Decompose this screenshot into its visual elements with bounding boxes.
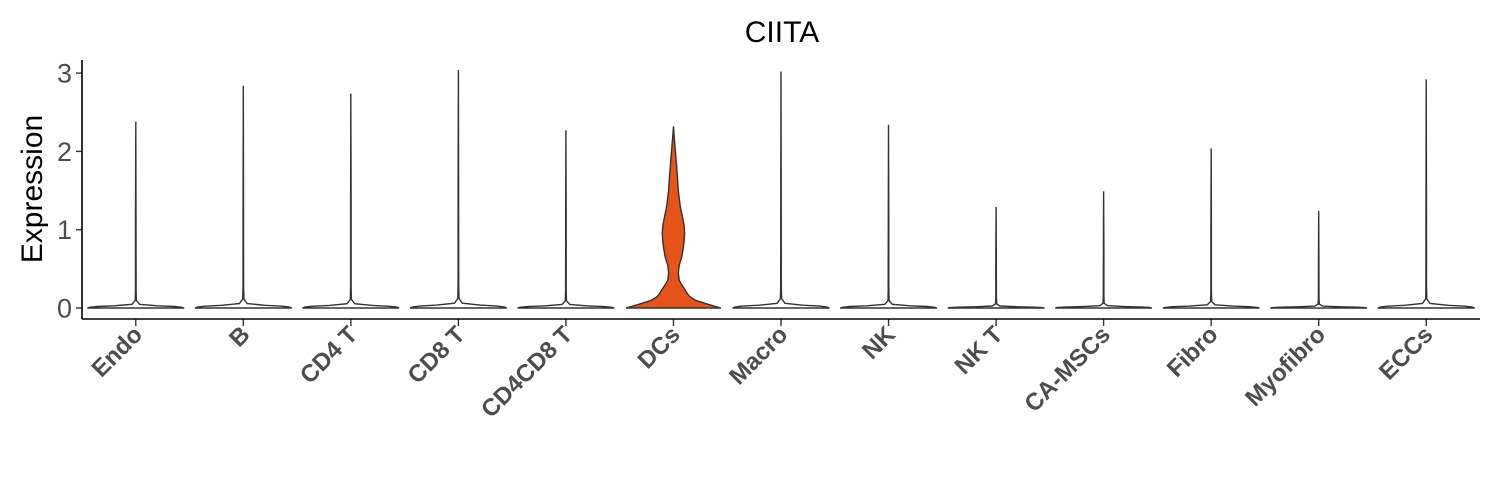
x-tick-label: Macro (724, 321, 793, 390)
y-axis-label: Expression (16, 115, 49, 263)
y-tick-label: 3 (57, 59, 72, 89)
y-tick-label: 1 (57, 215, 72, 245)
violin-nk-t (947, 206, 1045, 309)
x-tick-label: Endo (87, 321, 149, 383)
violin-myofibro (1270, 210, 1368, 309)
x-tick-label: NK (857, 321, 901, 365)
x-axis-ticks: Endo B CD4 T CD8 T CD4CD8 T DCs Macro NK NK T CA-… (87, 319, 1438, 423)
x-tick-label: CD4 T (295, 321, 363, 389)
violin-nk (839, 124, 938, 309)
x-tick-label: CA-MSCs (1019, 321, 1115, 417)
violin-fibro (1162, 148, 1260, 309)
y-tick-label: 2 (57, 137, 72, 167)
violin-cd8-t (409, 69, 508, 309)
chart-title: CIITA (745, 16, 819, 49)
y-tick-label: 0 (57, 294, 72, 324)
x-tick-label: ECCs (1374, 321, 1438, 385)
violin-endo (87, 121, 185, 309)
x-tick-label: CD4CD8 T (476, 321, 578, 423)
y-axis-ticks: 0 1 2 3 (57, 59, 82, 324)
violin-eccs (1377, 79, 1475, 309)
x-tick-label: Fibro (1162, 321, 1224, 383)
violin-dcs (625, 126, 722, 309)
violin-b (194, 85, 292, 309)
x-tick-label: DCs (633, 321, 686, 374)
x-tick-label: NK T (950, 321, 1009, 380)
violin-macro (732, 71, 830, 309)
x-tick-label: Myofibro (1240, 321, 1331, 412)
violin-cd4cd8-t (517, 130, 615, 309)
violin-cd4-t (302, 93, 400, 309)
violin-ca-mscs (1055, 191, 1153, 309)
x-tick-label: CD8 T (403, 321, 471, 389)
violin-group (87, 69, 1475, 309)
x-tick-label: B (224, 321, 255, 352)
